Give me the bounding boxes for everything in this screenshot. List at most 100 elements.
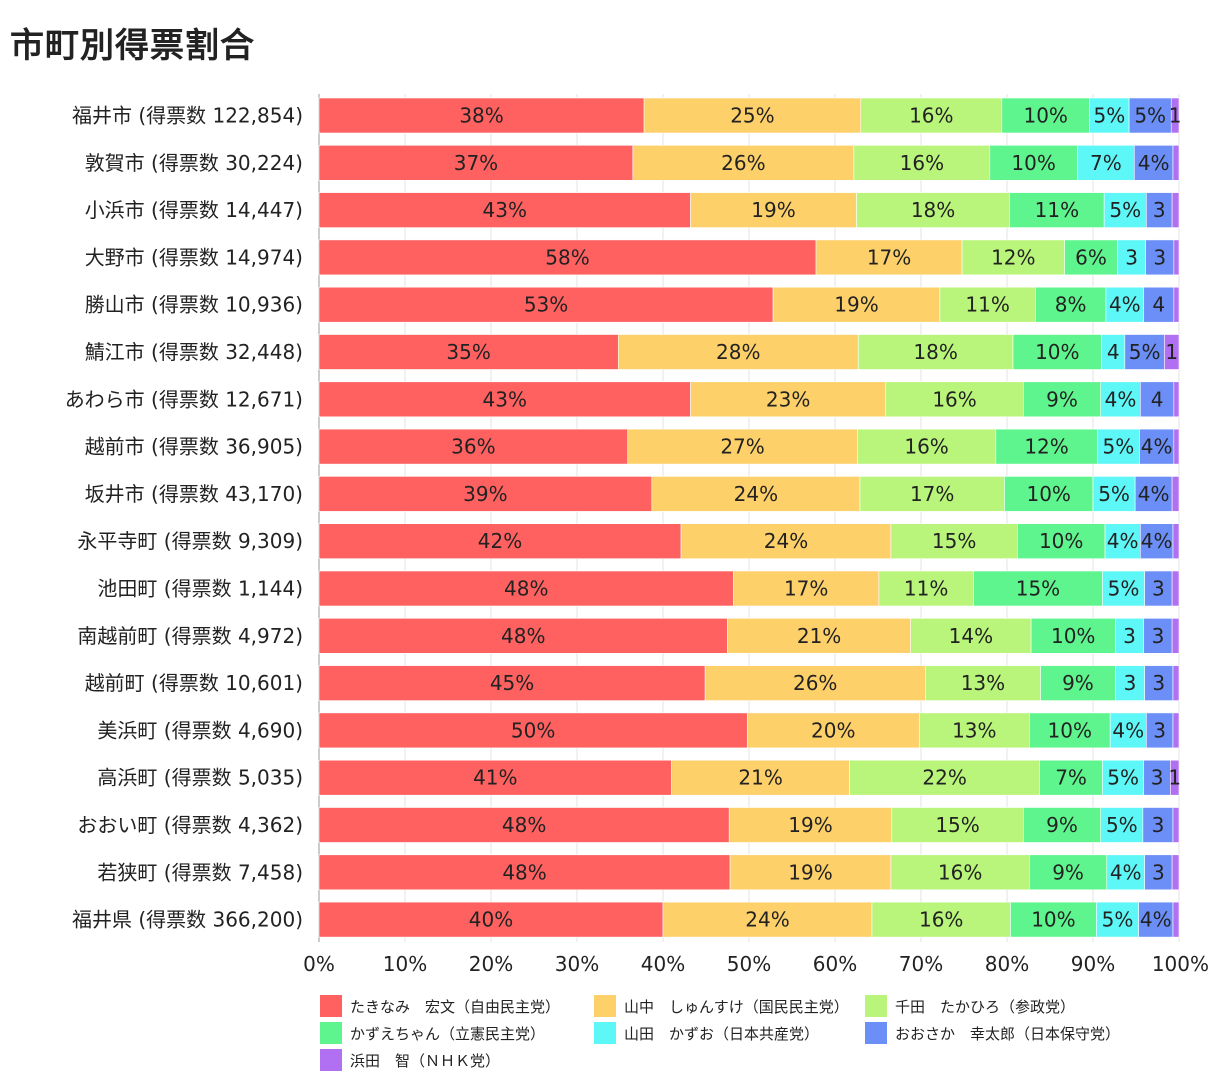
data-label: 8% [1055, 293, 1087, 317]
category-label: 南越前町 (得票数 4,972) [77, 624, 303, 648]
data-label: 4% [1138, 482, 1170, 506]
data-label: 17% [910, 482, 954, 506]
data-label: 3 [1152, 813, 1165, 837]
bar-segment [1144, 570, 1173, 607]
bar-segment [989, 145, 1078, 181]
data-label: 19% [788, 813, 832, 837]
bar-segment [318, 523, 682, 560]
data-label: 17% [867, 245, 911, 269]
bar-segment [1173, 428, 1180, 465]
data-label: 10% [1035, 340, 1079, 364]
bar-row: 35% 28% 18% 10% 4 5% 1 [318, 334, 1180, 370]
bar-segment [1172, 665, 1180, 701]
data-label: 40% [469, 908, 513, 932]
bar-segment [318, 665, 706, 701]
data-label: 15% [935, 813, 979, 837]
bar-segment [1143, 617, 1173, 654]
bar-segment [1171, 476, 1180, 512]
bar-row: 48% 21% 14% 10% 3 3 [318, 617, 1180, 654]
row-labels: 福井市 (得票数 122,854) 敦賀市 (得票数 30,224) 小浜市 (得票… [65, 104, 303, 932]
bar-segment [1164, 334, 1180, 370]
data-label: 50% [511, 718, 555, 742]
data-label: 19% [788, 860, 832, 884]
bar-segment [857, 334, 1014, 370]
bar-segment [1171, 192, 1180, 228]
bar-segment [853, 145, 991, 181]
data-label: 5% [1134, 104, 1166, 128]
bar-segment [1172, 807, 1180, 843]
bar-segment [662, 901, 873, 938]
x-tick-label: 90% [1071, 952, 1115, 976]
legend-label: かずえちゃん（立憲民主党） [350, 1025, 545, 1043]
data-label: 36% [451, 435, 495, 459]
category-label: 美浜町 (得票数 4,690) [97, 718, 303, 742]
bar-area: 38% 25% 16% 10% 5% 5% 137% 26% 16% 10% 7% 4%43% 19% 1… [318, 97, 1181, 938]
data-label: 16% [900, 151, 944, 175]
bar-segment [1117, 239, 1146, 276]
bar-segment [627, 428, 858, 465]
data-label: 18% [913, 340, 957, 364]
category-label: 永平寺町 (得票数 9,309) [77, 529, 303, 553]
category-label: 小浜市 (得票数 14,447) [85, 198, 303, 222]
data-label: 1 [1165, 340, 1178, 364]
data-label: 3 [1125, 245, 1138, 269]
category-label: 高浜町 (得票数 5,035) [97, 766, 303, 790]
x-tick-label: 30% [555, 952, 599, 976]
data-label: 7% [1090, 151, 1122, 175]
bar-segment [1143, 286, 1175, 323]
data-label: 21% [797, 624, 841, 648]
bar-segment [1146, 192, 1173, 228]
bar-segment [1170, 97, 1180, 134]
data-label: 19% [834, 293, 878, 317]
bar-row: 48% 19% 16% 9% 4% 3 [318, 854, 1180, 891]
legend-label: 千田 たかひろ（参政党） [895, 998, 1075, 1016]
legend-item: 千田 たかひろ（参政党） [865, 995, 1075, 1017]
category-label: 鯖江市 (得票数 32,448) [85, 340, 303, 364]
data-label: 24% [745, 908, 789, 932]
bar-segment [1103, 192, 1147, 228]
bar-segment [1171, 854, 1180, 891]
bar-segment [1173, 381, 1180, 418]
data-label: 9% [1046, 387, 1078, 411]
category-label: 福井県 (得票数 366,200) [72, 908, 303, 932]
bar-segment [885, 381, 1024, 418]
data-label: 10% [1048, 718, 1092, 742]
data-label: 5% [1109, 198, 1141, 222]
x-tick-label: 50% [727, 952, 771, 976]
bar-segment [318, 192, 691, 228]
bar-segment [918, 712, 1030, 749]
bar-segment [1172, 523, 1180, 560]
bar-segment [890, 523, 1018, 560]
bar-row: 41% 21% 22% 7% 5% 3 1 [318, 759, 1181, 796]
bar-segment [727, 617, 911, 654]
data-label: 9% [1046, 813, 1078, 837]
bar-segment [856, 192, 1010, 228]
data-label: 9% [1052, 860, 1084, 884]
data-label: 3 [1153, 718, 1166, 742]
bar-segment [1173, 239, 1180, 276]
bar-segment [1109, 712, 1147, 749]
x-tick-label: 40% [641, 952, 685, 976]
bar-segment [961, 239, 1065, 276]
data-label: 3 [1152, 860, 1165, 884]
data-label: 3 [1153, 198, 1166, 222]
data-label: 10% [1031, 908, 1075, 932]
x-tick-label: 70% [899, 952, 943, 976]
bar-segment [1146, 712, 1174, 749]
data-label: 41% [473, 766, 517, 790]
data-label: 48% [502, 860, 546, 884]
data-label: 3 [1123, 624, 1136, 648]
data-label: 16% [904, 435, 948, 459]
bar-segment [857, 428, 997, 465]
bar-segment [1004, 476, 1094, 512]
bar-segment [1077, 145, 1135, 181]
bar-segment [891, 807, 1024, 843]
data-label: 3 [1152, 671, 1165, 695]
bar-segment [1009, 192, 1105, 228]
category-label: 坂井市 (得票数 43,170) [85, 482, 303, 506]
bar-segment [318, 476, 653, 512]
data-label: 4 [1152, 293, 1165, 317]
bar-segment [318, 901, 664, 938]
legend-item: かずえちゃん（立憲民主党） [320, 1022, 545, 1044]
